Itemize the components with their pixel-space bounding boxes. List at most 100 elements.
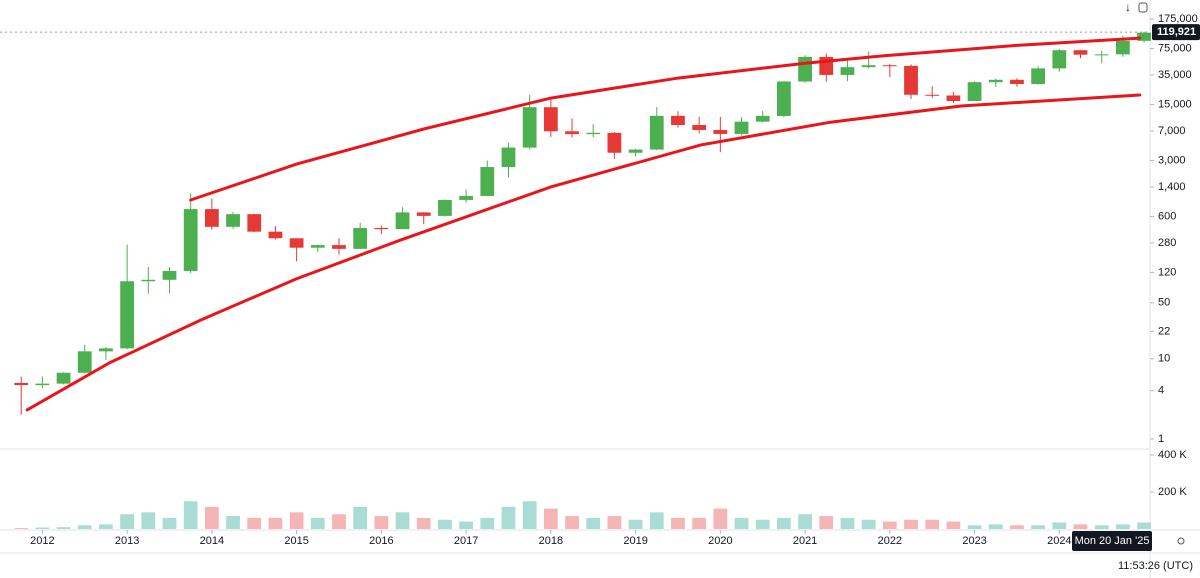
fullscreen-icon[interactable] [1138, 2, 1148, 13]
volume-tick-label: 200 K [1158, 486, 1187, 498]
candle [565, 118, 579, 138]
candle-body [35, 383, 50, 386]
candle [310, 244, 325, 253]
candle [438, 199, 452, 217]
y-tick-label: 1,400 [1158, 181, 1186, 193]
y-tick-label: 7,000 [1158, 125, 1186, 137]
y-tick-label: 15,000 [1158, 98, 1192, 110]
candle-body [247, 214, 262, 232]
volume-bar [332, 514, 346, 529]
candle [374, 225, 389, 235]
y-tick-label: 35,000 [1158, 69, 1192, 81]
volume-bar [586, 517, 601, 529]
volume-bar [861, 519, 876, 529]
candle [1052, 49, 1067, 72]
candle-body [1073, 50, 1088, 55]
candle-body [649, 115, 664, 150]
candle-body [353, 227, 368, 249]
candle [628, 148, 643, 157]
candle-body [1115, 40, 1130, 55]
clock: 11:53:26 (UTC) [1118, 560, 1193, 572]
volume-bar [692, 517, 707, 529]
volume-bar [204, 506, 219, 529]
candle-body [374, 227, 389, 230]
candle [543, 99, 558, 137]
candle [925, 86, 940, 98]
candle [459, 189, 473, 203]
candle [607, 131, 622, 159]
x-tick-label: 2018 [539, 535, 563, 547]
volume-bar [120, 514, 135, 529]
volume-bar [734, 517, 749, 529]
candle-body [713, 130, 728, 134]
volume-bar [904, 519, 918, 529]
toolbar-icons[interactable]: ↓ [1125, 0, 1185, 545]
candle [967, 81, 982, 102]
volume-bar [14, 528, 29, 529]
y-tick-label: 175,000 [1158, 13, 1198, 25]
volume-bar [1137, 522, 1151, 529]
candle [734, 117, 749, 136]
volume-bar [946, 521, 961, 529]
scroll-icon[interactable]: ↓ [1125, 0, 1131, 14]
candle-body [967, 82, 982, 102]
volume-bar [459, 521, 473, 529]
candle-body [1094, 54, 1109, 56]
candle [56, 372, 71, 385]
volume-bar [1115, 524, 1130, 529]
y-tick-label: 22 [1158, 325, 1170, 337]
candle-body [904, 65, 918, 95]
candle-body [840, 67, 855, 75]
candle-body [501, 147, 516, 168]
volume-bar [438, 519, 452, 529]
candle-body [988, 79, 1003, 83]
last-price-box [1152, 24, 1200, 41]
candle-body [289, 238, 304, 248]
candle-body [14, 382, 29, 386]
y-tick-label: 600 [1158, 210, 1176, 222]
volume-bar [35, 527, 50, 529]
candle-body [141, 279, 156, 282]
candle [1094, 50, 1109, 64]
volume-bar [77, 525, 92, 529]
x-tick-label: 2017 [454, 535, 478, 547]
candle-body [543, 107, 558, 132]
candle-body [416, 212, 431, 216]
candle [904, 64, 918, 99]
candle [501, 142, 516, 178]
candle-body [628, 149, 643, 153]
volume-bar [819, 516, 834, 529]
volume-bar [99, 524, 113, 529]
candle [183, 193, 198, 273]
candle [1073, 49, 1088, 59]
candle [1010, 78, 1024, 87]
candle [395, 207, 410, 230]
candle-body [459, 195, 473, 200]
y-tick-label: 10 [1158, 353, 1170, 365]
candle [99, 347, 113, 361]
volume-bar [882, 521, 897, 529]
trendline [189, 36, 1142, 202]
volume-bar [628, 519, 643, 529]
volume-bar [501, 506, 516, 529]
candle [247, 213, 262, 233]
candle [649, 107, 664, 151]
candle-body [183, 209, 198, 271]
candle [268, 226, 283, 240]
candle-body [120, 281, 135, 349]
candle [204, 198, 219, 230]
x-tick-label: 2019 [623, 535, 647, 547]
volume-bar [777, 517, 791, 529]
candle [416, 212, 431, 225]
candle-body [310, 245, 325, 248]
candle [882, 63, 897, 78]
candle-body [204, 209, 219, 227]
volume-bar [649, 512, 664, 529]
candle [1031, 66, 1046, 85]
x-tick-label: 2012 [30, 535, 54, 547]
candle [353, 222, 368, 250]
volume-bar [713, 508, 728, 529]
settings-icon[interactable] [1177, 537, 1185, 545]
y-tick-label: 1 [1158, 433, 1164, 445]
volume-bar [543, 508, 558, 529]
